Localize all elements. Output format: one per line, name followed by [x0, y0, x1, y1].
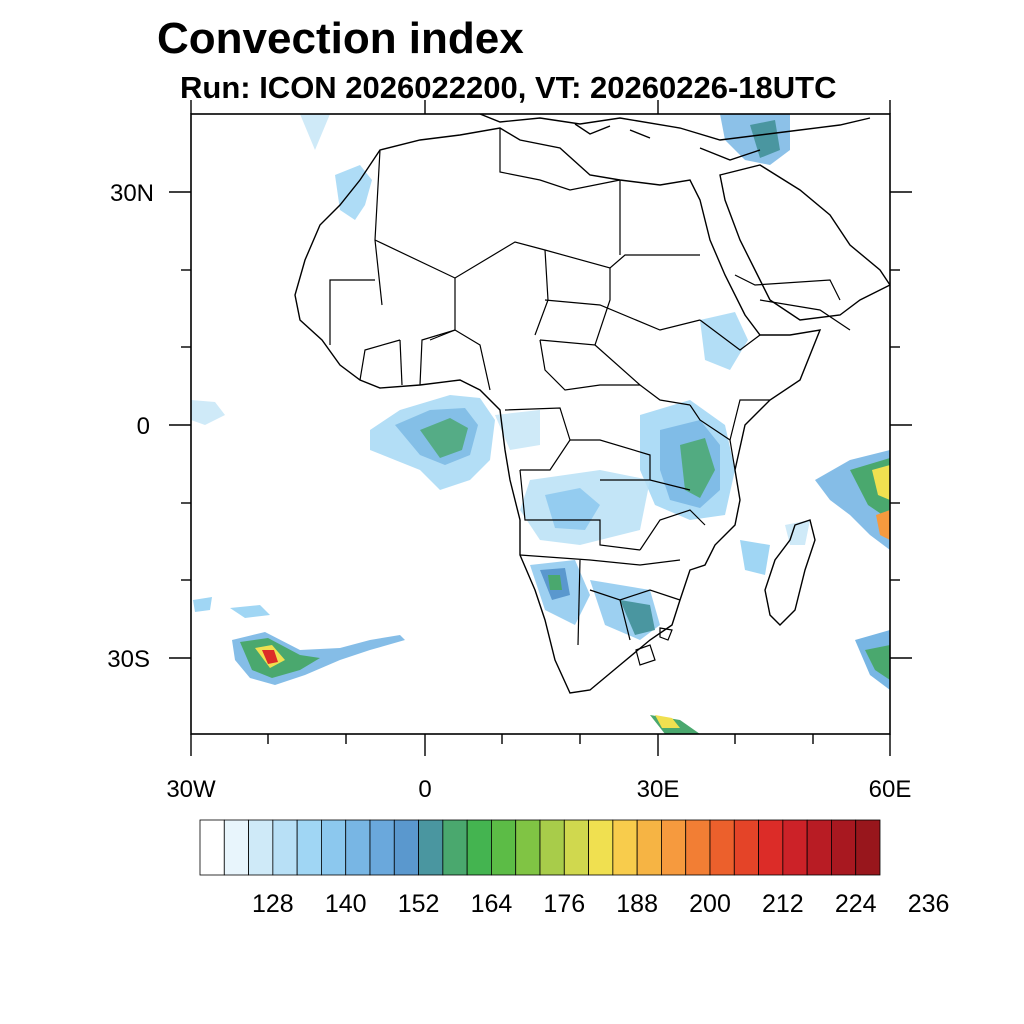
europe-coast: [479, 114, 871, 141]
colorbar-box: [515, 819, 541, 876]
colorbar-box: [758, 819, 784, 876]
x-label-0: 0: [418, 776, 431, 803]
coastlines: [294, 114, 890, 694]
y-label-30s: 30S: [107, 646, 150, 673]
colorbar-box: [588, 819, 614, 876]
colorbar-box: [491, 819, 517, 876]
colorbar-box: [831, 819, 857, 876]
colorbar-box: [369, 819, 395, 876]
y-label-0: 0: [137, 413, 150, 440]
colorbar-label: 128: [252, 890, 294, 918]
colorbar-box: [248, 819, 274, 876]
colorbar-box: [636, 819, 662, 876]
madagascar: [764, 519, 816, 626]
colorbar-label: 236: [908, 890, 950, 918]
africa-coastline: [294, 127, 822, 694]
x-label-60e: 60E: [869, 776, 912, 803]
colorbar-label: 140: [325, 890, 367, 918]
colorbar-box: [539, 819, 565, 876]
colorbar-box: [199, 819, 225, 876]
x-label-30e: 30E: [637, 776, 680, 803]
arabia-coastline: [719, 164, 890, 321]
colorbar: [199, 819, 881, 876]
map-subtitle: Run: ICON 2026022200, VT: 20260226-18UTC: [180, 70, 837, 105]
colorbar-label: 200: [689, 890, 731, 918]
colorbar-box: [806, 819, 832, 876]
colorbar-labels: 128 140 152 164 176 188 200 212 224 236: [252, 890, 949, 918]
colorbar-box: [345, 819, 371, 876]
colorbar-box: [393, 819, 419, 876]
borders: [329, 128, 851, 666]
colorbar-box: [296, 819, 322, 876]
colorbar-box: [685, 819, 711, 876]
colorbar-box: [855, 819, 881, 876]
colorbar-box: [321, 819, 347, 876]
map-title: Convection index: [157, 14, 524, 63]
colorbar-box: [223, 819, 249, 876]
colorbar-box: [442, 819, 468, 876]
colorbar-box: [733, 819, 759, 876]
colorbar-label: 224: [835, 890, 877, 918]
colorbar-box: [272, 819, 298, 876]
colorbar-box: [709, 819, 735, 876]
colorbar-label: 164: [471, 890, 513, 918]
colorbar-box: [466, 819, 492, 876]
colorbar-label: 152: [398, 890, 440, 918]
plot-frame: [190, 113, 891, 735]
colorbar-label: 212: [762, 890, 804, 918]
colorbar-box: [782, 819, 808, 876]
y-label-30n: 30N: [110, 180, 154, 207]
axis-ticks: [169, 100, 912, 756]
colorbar-box: [563, 819, 589, 876]
colorbar-label: 176: [543, 890, 585, 918]
colorbar-box: [612, 819, 638, 876]
convection-field: [191, 114, 890, 734]
colorbar-label: 188: [616, 890, 658, 918]
x-label-30w: 30W: [166, 776, 216, 803]
colorbar-box: [661, 819, 687, 876]
colorbar-box: [418, 819, 444, 876]
